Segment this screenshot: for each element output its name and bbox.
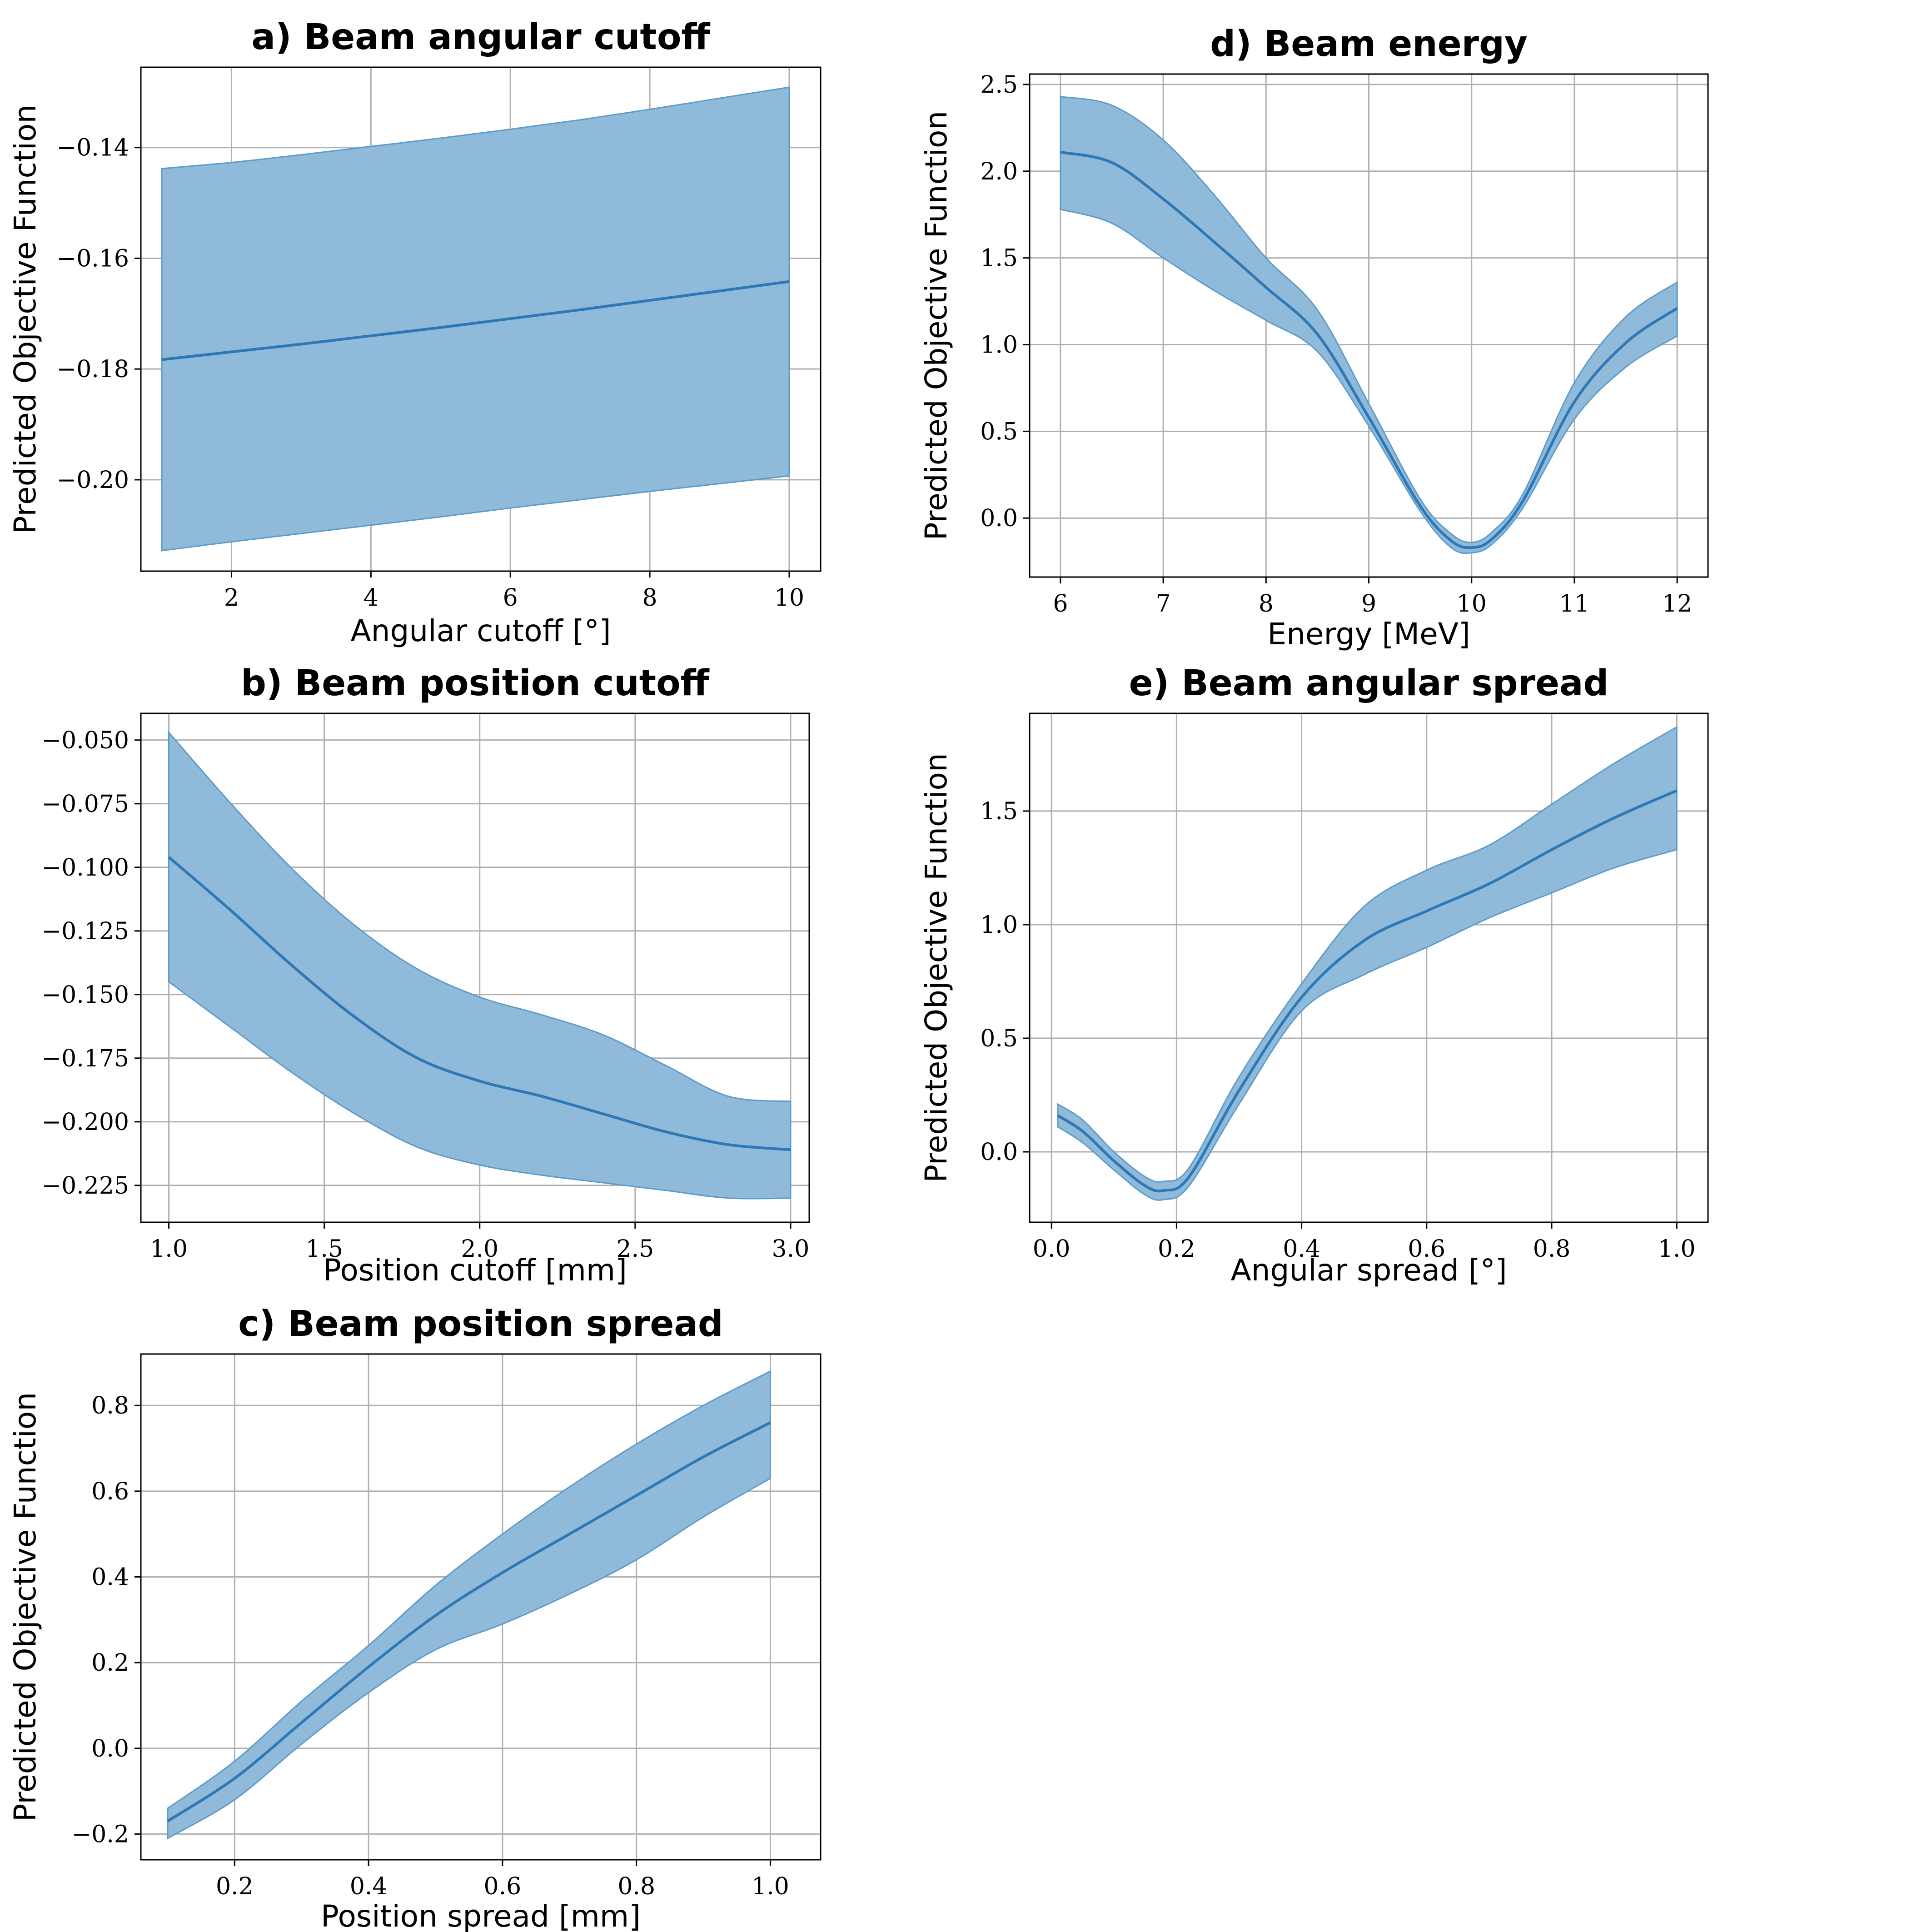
y-tick-label: 1.0 xyxy=(980,911,1018,939)
chart-title: c) Beam position spread xyxy=(238,1304,723,1344)
mean-line xyxy=(168,856,791,1151)
x-tick-label: 11 xyxy=(1559,590,1589,617)
y-tick-label: 1.0 xyxy=(980,331,1018,359)
x-tick-label: 0.4 xyxy=(350,1873,388,1900)
y-tick-label: 2.5 xyxy=(980,71,1018,99)
mean-line xyxy=(1060,150,1678,549)
x-axis-label: Angular cutoff [°] xyxy=(351,613,611,648)
x-tick-label: 8 xyxy=(642,584,657,612)
y-tick-label: 0.0 xyxy=(91,1735,129,1763)
confidence-band xyxy=(1057,726,1678,1201)
x-tick-label: 9 xyxy=(1361,590,1376,617)
x-tick-label: 2.5 xyxy=(617,1235,654,1263)
x-tick-label: 4 xyxy=(363,584,378,612)
x-axis-label: Position cutoff [mm] xyxy=(323,1253,627,1288)
axes-frame xyxy=(140,1353,822,1861)
confidence-band xyxy=(168,731,792,1200)
mean-line xyxy=(1057,789,1678,1193)
confidence-band xyxy=(167,1370,771,1840)
chart-title: b) Beam position cutoff xyxy=(241,663,710,704)
chart-panel-e: 0.0 0.2 0.4 0.6 0.8 1.0 0.0 0.5 1.0 1.5 e) Beam an… xyxy=(919,663,1709,1288)
x-tick-label: 3.0 xyxy=(772,1235,810,1263)
x-tick-label: 8 xyxy=(1259,590,1274,617)
y-tick-label: 0.5 xyxy=(980,418,1018,445)
y-tick-label: −0.18 xyxy=(57,356,129,383)
x-tick-label: 0.8 xyxy=(1533,1235,1571,1263)
x-axis-label: Angular spread [°] xyxy=(1231,1253,1507,1288)
chart-title: a) Beam angular cutoff xyxy=(251,17,710,58)
y-tick-label: −0.075 xyxy=(42,791,129,818)
x-tick-label: 7 xyxy=(1156,590,1171,617)
x-axis-label: Energy [MeV] xyxy=(1267,617,1470,652)
y-tick-label: 0.5 xyxy=(980,1025,1018,1052)
x-axis-label: Position spread [mm] xyxy=(321,1899,641,1932)
x-tick-label: 1.0 xyxy=(150,1235,188,1263)
x-tick-label: 0.6 xyxy=(484,1873,522,1900)
y-tick-label: 2.0 xyxy=(980,158,1018,185)
y-tick-label: −0.050 xyxy=(42,727,129,754)
chart-panel-c: 0.2 0.4 0.6 0.8 1.0 −0.2 0.0 0.2 0.4 0.6 0.8 c) Bea… xyxy=(8,1304,822,1932)
y-tick-label: 0.0 xyxy=(980,1139,1018,1166)
y-axis-label: Predicted Objective Function xyxy=(919,753,954,1182)
y-tick-label: −0.175 xyxy=(42,1045,129,1072)
y-tick-label: −0.125 xyxy=(42,918,129,945)
x-tick-label: 2.0 xyxy=(461,1235,498,1263)
y-tick-label: −0.225 xyxy=(42,1172,129,1200)
y-tick-label: 0.4 xyxy=(91,1564,129,1591)
mean-line xyxy=(161,280,790,361)
y-tick-label: −0.100 xyxy=(42,854,129,881)
y-tick-label: 0.0 xyxy=(980,505,1018,532)
y-tick-label: −0.16 xyxy=(57,245,129,272)
y-tick-label: −0.150 xyxy=(42,981,129,1009)
y-tick-label: 0.8 xyxy=(91,1392,129,1419)
chart-panel-a: 2 4 6 8 10 −0.20 −0.18 −0.16 −0.14 a) Beam angula… xyxy=(8,17,822,648)
y-tick-label: −0.20 xyxy=(57,467,129,494)
x-tick-label: 0.6 xyxy=(1408,1235,1445,1263)
x-tick-label: 6 xyxy=(1053,590,1068,617)
chart-panel-d: 6 7 8 9 10 11 12 0.0 0.5 1.0 1.5 2.0 2.5 d) Beam ener… xyxy=(919,24,1709,652)
x-tick-label: 1.0 xyxy=(752,1873,789,1900)
chart-title: e) Beam angular spread xyxy=(1129,663,1609,704)
axes-frame xyxy=(140,712,810,1223)
confidence-band xyxy=(1060,95,1678,554)
x-tick-label: 10 xyxy=(774,584,804,612)
chart-panel-b: 1.0 1.5 2.0 2.5 3.0 −0.225 −0.200 −0.175 −0.150 −… xyxy=(42,663,810,1288)
x-tick-label: 1.0 xyxy=(1658,1235,1696,1263)
y-tick-label: 1.5 xyxy=(980,245,1018,272)
axes-frame xyxy=(1029,712,1709,1223)
x-tick-label: 0.2 xyxy=(216,1873,254,1900)
y-tick-label: −0.2 xyxy=(72,1821,129,1848)
x-tick-label: 0.4 xyxy=(1283,1235,1320,1263)
chart-title: d) Beam energy xyxy=(1210,24,1528,65)
y-tick-label: 0.6 xyxy=(91,1478,129,1505)
y-tick-label: 0.2 xyxy=(91,1649,129,1677)
y-axis-label: Predicted Objective Function xyxy=(919,111,954,540)
y-axis-label: Predicted Objective Function xyxy=(8,1392,43,1822)
x-tick-label: 6 xyxy=(503,584,518,612)
x-tick-label: 2 xyxy=(224,584,239,612)
axes-frame xyxy=(140,66,822,572)
y-tick-label: −0.200 xyxy=(42,1109,129,1136)
x-tick-label: 12 xyxy=(1662,590,1692,617)
y-tick-label: 1.5 xyxy=(980,798,1018,825)
x-tick-label: 0.8 xyxy=(617,1873,655,1900)
mean-line xyxy=(167,1421,771,1822)
x-tick-label: 0.2 xyxy=(1158,1235,1195,1263)
x-tick-label: 0.0 xyxy=(1033,1235,1071,1263)
x-tick-label: 1.5 xyxy=(305,1235,343,1263)
confidence-band xyxy=(161,86,790,552)
y-tick-label: −0.14 xyxy=(57,134,129,162)
y-axis-label: Predicted Objective Function xyxy=(8,105,43,534)
x-tick-label: 10 xyxy=(1457,590,1487,617)
